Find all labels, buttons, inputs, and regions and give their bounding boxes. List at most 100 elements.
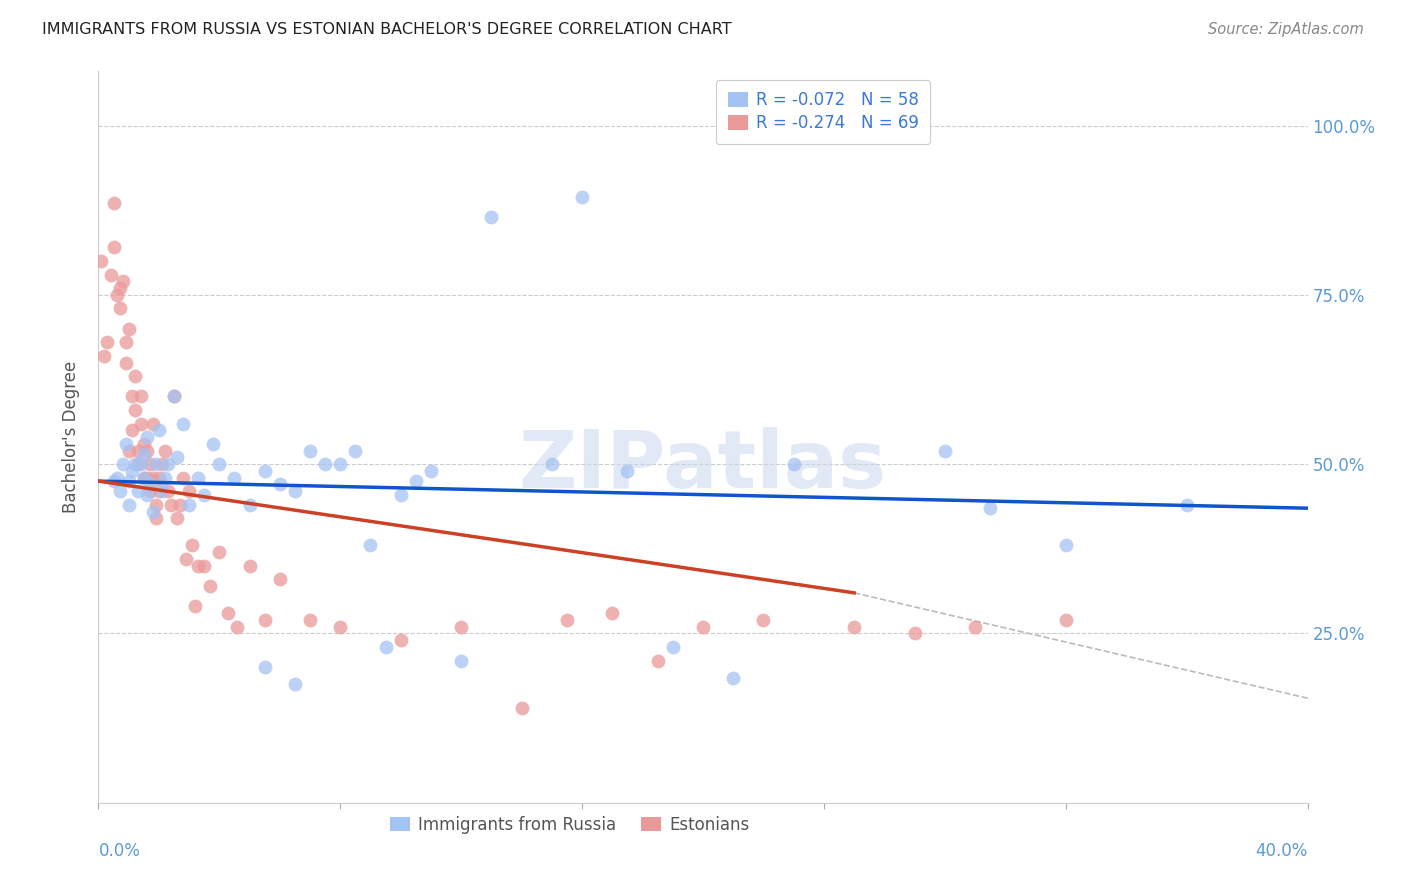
Point bbox=[105, 471, 128, 485]
Legend: Immigrants from Russia, Estonians: Immigrants from Russia, Estonians bbox=[381, 807, 758, 842]
Point bbox=[135, 471, 157, 485]
Point bbox=[103, 196, 125, 211]
Text: ZIPatlas: ZIPatlas bbox=[519, 427, 887, 506]
Point bbox=[661, 640, 683, 654]
Point bbox=[389, 488, 412, 502]
Point bbox=[965, 620, 987, 634]
Point bbox=[602, 606, 624, 620]
Point bbox=[450, 620, 472, 634]
Point bbox=[934, 443, 956, 458]
Point bbox=[150, 484, 173, 499]
Point bbox=[208, 457, 231, 471]
Point bbox=[142, 471, 165, 485]
Point bbox=[118, 498, 141, 512]
Point bbox=[202, 437, 225, 451]
Point bbox=[783, 457, 806, 471]
Point bbox=[111, 274, 134, 288]
Point bbox=[181, 538, 204, 552]
Point bbox=[139, 477, 162, 491]
Y-axis label: Bachelor's Degree: Bachelor's Degree bbox=[62, 361, 80, 513]
Point bbox=[253, 464, 276, 478]
Point bbox=[150, 457, 173, 471]
Point bbox=[329, 457, 352, 471]
Point bbox=[145, 457, 167, 471]
Point bbox=[571, 189, 593, 203]
Point bbox=[142, 505, 165, 519]
Point bbox=[389, 633, 412, 648]
Point bbox=[193, 488, 215, 502]
Point bbox=[481, 210, 503, 224]
Point bbox=[284, 677, 307, 691]
Point bbox=[299, 443, 322, 458]
Point bbox=[135, 488, 157, 502]
Point bbox=[108, 301, 131, 316]
Point bbox=[616, 464, 638, 478]
Point bbox=[226, 620, 249, 634]
Point bbox=[253, 613, 276, 627]
Point bbox=[145, 511, 167, 525]
Point bbox=[224, 471, 246, 485]
Point bbox=[169, 498, 191, 512]
Point bbox=[132, 471, 155, 485]
Point bbox=[269, 572, 291, 586]
Point bbox=[450, 654, 472, 668]
Text: 40.0%: 40.0% bbox=[1256, 842, 1308, 860]
Point bbox=[184, 599, 207, 614]
Point bbox=[752, 613, 775, 627]
Point bbox=[374, 640, 396, 654]
Point bbox=[200, 579, 222, 593]
Point bbox=[153, 471, 176, 485]
Point bbox=[124, 369, 146, 384]
Point bbox=[163, 389, 186, 403]
Point bbox=[360, 538, 382, 552]
Point bbox=[124, 457, 146, 471]
Point bbox=[111, 457, 134, 471]
Point bbox=[166, 450, 188, 465]
Point bbox=[193, 558, 215, 573]
Point bbox=[904, 626, 927, 640]
Point bbox=[90, 254, 112, 268]
Point bbox=[723, 671, 745, 685]
Point bbox=[103, 474, 125, 488]
Point bbox=[132, 447, 155, 461]
Point bbox=[172, 471, 194, 485]
Point bbox=[108, 281, 131, 295]
Point bbox=[100, 268, 122, 282]
Point bbox=[132, 437, 155, 451]
Point bbox=[166, 511, 188, 525]
Text: 0.0%: 0.0% bbox=[98, 842, 141, 860]
Point bbox=[187, 558, 209, 573]
Text: Source: ZipAtlas.com: Source: ZipAtlas.com bbox=[1208, 22, 1364, 37]
Point bbox=[135, 430, 157, 444]
Point bbox=[979, 501, 1001, 516]
Point bbox=[145, 498, 167, 512]
Point bbox=[510, 701, 533, 715]
Point bbox=[118, 322, 141, 336]
Point bbox=[299, 613, 322, 627]
Point bbox=[127, 484, 149, 499]
Point bbox=[253, 660, 276, 674]
Point bbox=[148, 423, 170, 437]
Point bbox=[179, 484, 201, 499]
Point bbox=[129, 457, 152, 471]
Point bbox=[121, 389, 143, 403]
Point bbox=[647, 654, 669, 668]
Point bbox=[156, 484, 179, 499]
Point bbox=[148, 471, 170, 485]
Point bbox=[93, 349, 115, 363]
Point bbox=[844, 620, 866, 634]
Point bbox=[135, 443, 157, 458]
Point bbox=[142, 417, 165, 431]
Point bbox=[139, 457, 162, 471]
Point bbox=[314, 457, 336, 471]
Point bbox=[124, 403, 146, 417]
Point bbox=[208, 545, 231, 559]
Point bbox=[129, 417, 152, 431]
Point bbox=[156, 457, 179, 471]
Point bbox=[129, 389, 152, 403]
Point bbox=[127, 443, 149, 458]
Point bbox=[284, 484, 307, 499]
Point bbox=[103, 240, 125, 254]
Point bbox=[121, 464, 143, 478]
Point bbox=[269, 477, 291, 491]
